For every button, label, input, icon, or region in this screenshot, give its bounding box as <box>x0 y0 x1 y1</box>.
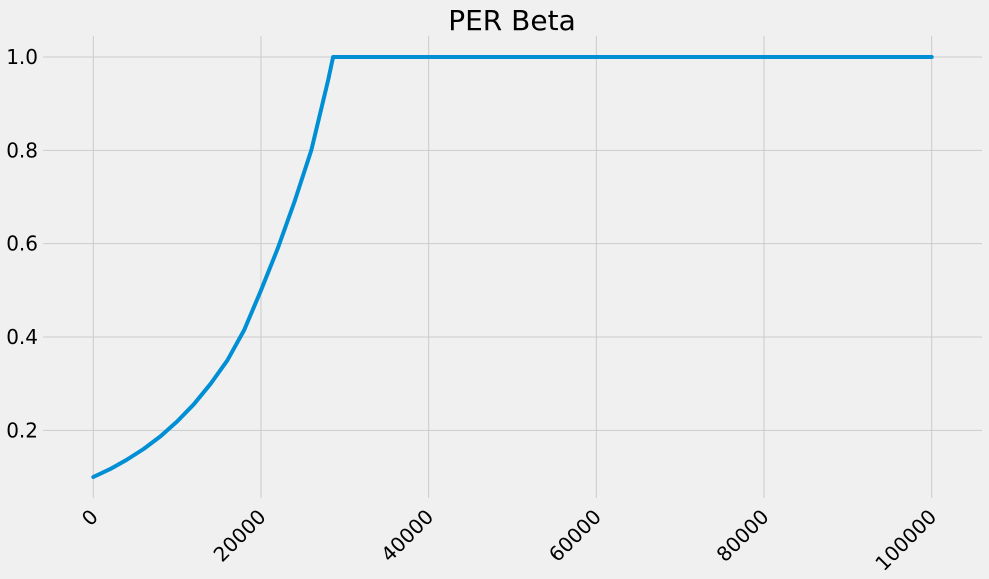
series-layer <box>91 55 934 479</box>
y-tick-label: 0.4 <box>6 325 38 349</box>
y-tick-label: 1.0 <box>6 45 38 69</box>
chart-title: PER Beta <box>448 4 576 37</box>
series-line <box>91 55 934 479</box>
gridlines <box>43 36 982 498</box>
y-tick-label: 0.8 <box>6 138 38 162</box>
y-tick-label: 0.6 <box>6 232 38 256</box>
y-tick-label: 0.2 <box>6 418 38 442</box>
y-tick-labels: 0.2 0.4 0.6 0.8 1.0 <box>6 45 38 442</box>
